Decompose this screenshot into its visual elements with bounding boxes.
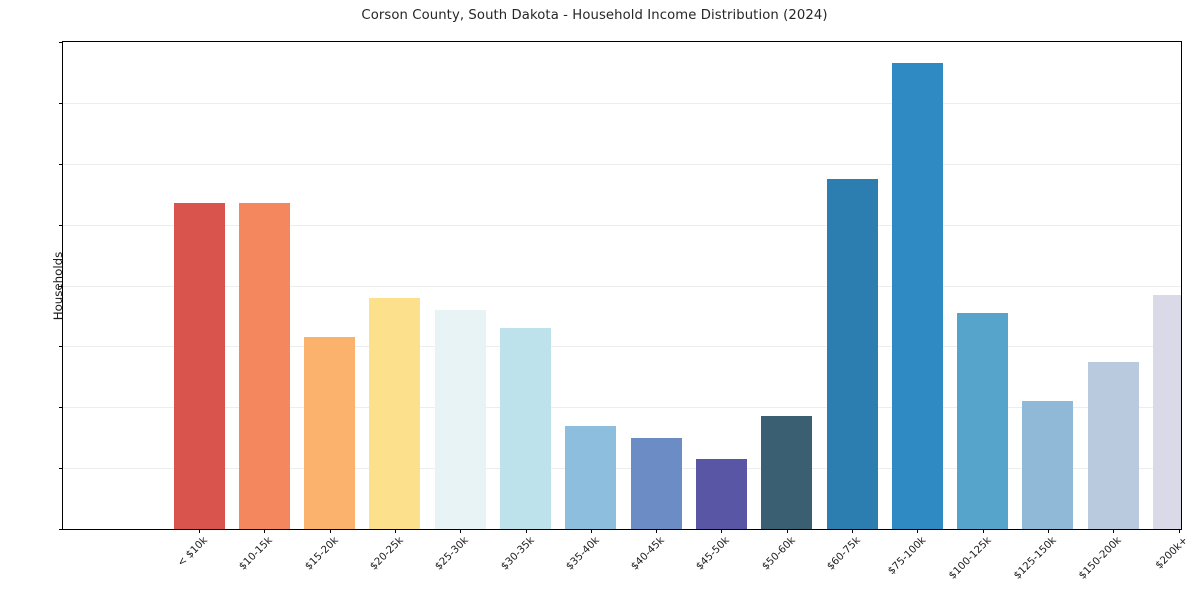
bar — [761, 416, 813, 529]
x-axis-tick-label: $100-125k — [946, 535, 994, 582]
gridline — [63, 407, 1181, 409]
x-axis-tick-label: $10-15k — [237, 535, 276, 573]
x-axis-tick — [982, 529, 984, 533]
y-axis-tick — [59, 102, 63, 104]
gridline — [63, 163, 1181, 165]
x-axis-tick — [394, 529, 396, 533]
x-axis-tick-label: $35-40k — [564, 535, 602, 573]
y-axis-tick — [59, 468, 63, 470]
bar — [173, 203, 225, 529]
x-axis-tick — [199, 529, 201, 533]
gridline — [63, 468, 1181, 470]
x-axis-tick — [656, 529, 658, 533]
bar — [1153, 294, 1181, 529]
x-axis-tick-label: $40-45k — [629, 535, 667, 573]
bar — [369, 297, 421, 529]
gridline — [63, 346, 1181, 348]
gridline — [63, 224, 1181, 226]
bar — [565, 425, 617, 529]
bar — [826, 178, 878, 529]
x-axis-tick-label: $75-100k — [886, 535, 929, 578]
x-axis-tick — [1178, 529, 1180, 533]
x-axis-tick — [786, 529, 788, 533]
plot-area — [63, 42, 1181, 529]
y-axis-tick — [59, 224, 63, 226]
chart-title: Corson County, South Dakota - Household … — [361, 8, 828, 23]
bar — [957, 312, 1009, 529]
x-axis-tick — [852, 529, 854, 533]
x-axis-tick-label: $200k+ — [1153, 535, 1189, 572]
bar — [695, 459, 747, 529]
x-axis-tick-label: $20-25k — [368, 535, 406, 573]
x-axis-tick — [1047, 529, 1049, 533]
x-axis-tick — [590, 529, 592, 533]
bar — [238, 203, 290, 529]
y-axis-tick — [59, 285, 63, 287]
bar — [630, 437, 682, 529]
x-axis-tick-label: $60-75k — [825, 535, 863, 573]
x-axis-tick-label: $45-50k — [694, 535, 733, 573]
x-axis-tick-label: $125-150k — [1011, 535, 1059, 582]
bar — [1022, 401, 1074, 529]
x-axis-tick-label: $25-30k — [433, 535, 471, 573]
x-axis-tick — [721, 529, 723, 533]
x-axis-tick — [917, 529, 919, 533]
y-axis-tick — [59, 346, 63, 348]
bar — [891, 63, 943, 529]
bar — [1087, 361, 1139, 529]
y-axis-tick — [59, 529, 63, 531]
x-axis-tick-label: < $10k — [175, 535, 210, 570]
y-axis-tick — [59, 42, 63, 44]
x-axis-tick-label: $50-60k — [759, 535, 798, 573]
x-axis-tick — [525, 529, 527, 533]
x-axis-tick — [329, 529, 331, 533]
x-axis-tick-label: $30-35k — [498, 535, 537, 573]
x-axis-tick — [1113, 529, 1115, 533]
y-axis-tick — [59, 163, 63, 165]
y-axis-tick — [59, 407, 63, 409]
x-axis-tick-label: $15-20k — [302, 535, 341, 573]
x-axis-tick-label: $150-200k — [1077, 535, 1124, 582]
bar — [304, 337, 356, 529]
bar — [500, 328, 551, 529]
gridline — [63, 285, 1181, 287]
bar — [434, 309, 486, 529]
x-axis-tick — [460, 529, 462, 533]
gridline — [63, 102, 1181, 104]
x-axis-tick — [264, 529, 266, 533]
plot-frame: Households 020406080100120140160 — [51, 41, 1182, 533]
